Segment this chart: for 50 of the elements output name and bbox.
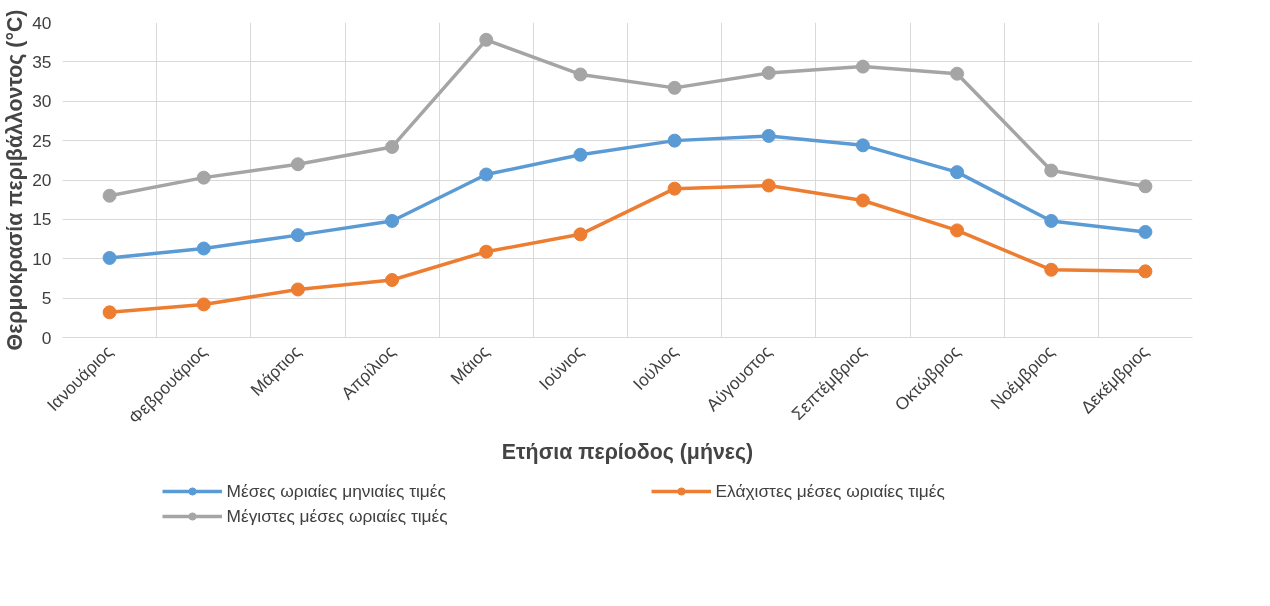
point	[290, 282, 305, 297]
y-tick-label: 15	[32, 209, 52, 230]
point	[761, 65, 776, 80]
point	[573, 227, 588, 242]
y-tick-label: 0	[41, 327, 52, 348]
point	[479, 167, 494, 182]
point	[1044, 213, 1059, 228]
point	[196, 297, 211, 312]
legend-label: Μέσες ωριαίες μηνιαίες τιμές	[226, 480, 447, 502]
y-tick-label: 10	[32, 248, 52, 269]
point	[667, 133, 682, 148]
point	[1138, 264, 1153, 279]
point	[855, 138, 870, 153]
point	[1138, 224, 1153, 239]
y-tick-label: 20	[32, 170, 52, 190]
point	[950, 66, 965, 81]
point	[573, 67, 588, 82]
point	[479, 244, 494, 259]
point	[855, 59, 870, 74]
x-axis-title: Ετήσια περίοδος (μήνες)	[501, 439, 754, 464]
point	[1044, 262, 1059, 277]
point	[385, 273, 400, 287]
legend-label: Ελάχιστες μέσες ωριαίες τιμές	[715, 480, 946, 502]
point	[102, 250, 117, 265]
point	[196, 241, 211, 256]
y-tick-label: 30	[32, 91, 52, 112]
point	[385, 139, 400, 154]
point	[855, 193, 870, 208]
y-tick-label: 40	[32, 12, 52, 33]
legend-label: Μέγιστες μέσες ωριαίες τιμές	[226, 505, 449, 527]
point	[196, 170, 211, 185]
point	[102, 305, 117, 320]
y-tick-label: 25	[32, 130, 52, 151]
point	[385, 213, 400, 228]
point	[667, 181, 682, 196]
point	[290, 157, 305, 172]
point	[950, 223, 965, 238]
point	[479, 32, 494, 47]
point	[761, 178, 776, 193]
point	[667, 80, 682, 95]
point	[1044, 163, 1059, 178]
y-axis-title: Θερμοκρασία περιβάλλοντος (°C)	[3, 9, 28, 351]
point	[761, 128, 776, 143]
y-tick-label: 5	[41, 288, 52, 309]
point	[1138, 179, 1153, 194]
point	[950, 165, 965, 180]
point	[102, 188, 117, 203]
y-tick-label: 35	[32, 51, 52, 72]
point	[573, 147, 588, 162]
point	[290, 228, 305, 243]
